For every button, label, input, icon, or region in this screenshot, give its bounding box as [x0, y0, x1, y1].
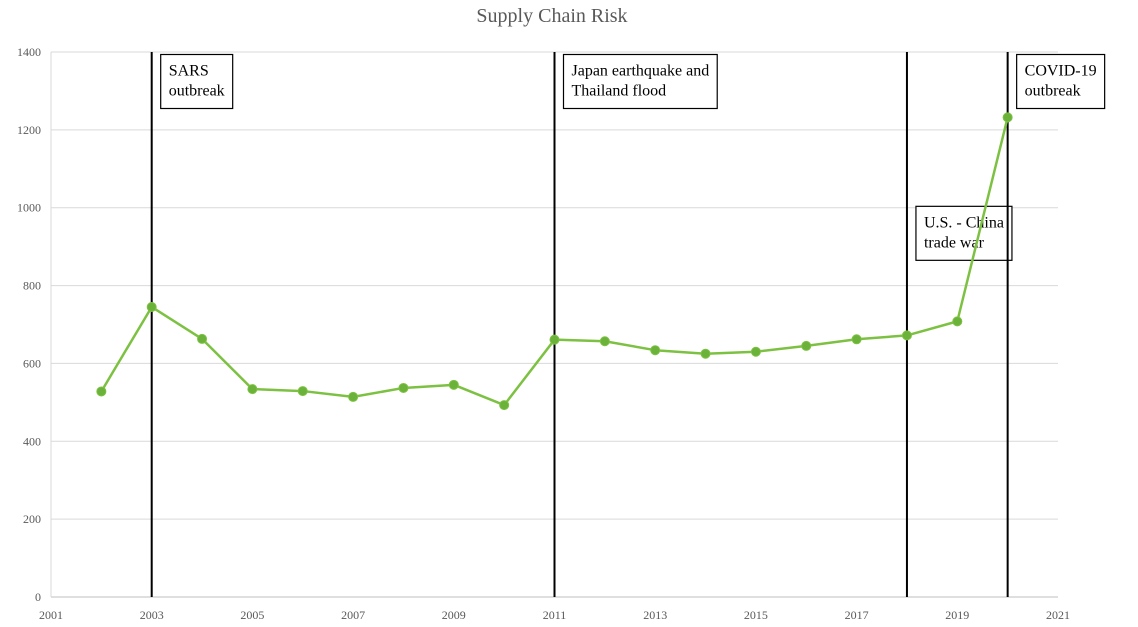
data-point	[348, 391, 359, 402]
data-point	[801, 340, 812, 351]
x-tick-label: 2013	[643, 608, 667, 622]
data-point	[247, 384, 258, 395]
y-tick-label: 400	[23, 434, 41, 448]
x-tick-label: 2001	[39, 608, 63, 622]
x-axis-ticks: 2001 2003 2005 2007 2009 2011 2013 2015 2017 2019…	[39, 608, 1070, 622]
y-tick-label: 1200	[17, 123, 41, 137]
data-point	[750, 346, 761, 357]
event-label-frame	[1016, 53, 1106, 110]
data-point	[146, 301, 157, 312]
event-label-text: COVID-19	[1025, 63, 1097, 80]
event-label-box: COVID-19 outbreak	[1016, 53, 1106, 110]
y-axis-ticks: 0 200 400 600 800 1000 1200 1400	[17, 45, 41, 604]
y-tick-label: 1400	[17, 45, 41, 59]
data-point	[851, 334, 862, 345]
event-label-text: Japan earthquake and	[572, 63, 710, 80]
y-tick-label: 200	[23, 512, 41, 526]
y-tick-label: 600	[23, 356, 41, 370]
data-point	[700, 348, 711, 359]
event-label-text: outbreak	[169, 83, 225, 100]
x-tick-label: 2019	[945, 608, 969, 622]
x-tick-label: 2005	[240, 608, 264, 622]
event-label-text: trade war	[924, 234, 985, 251]
event-label-frame	[915, 205, 1013, 261]
data-point	[398, 382, 409, 393]
data-point	[448, 379, 459, 390]
event-label-text: outbreak	[1025, 83, 1081, 100]
data-point	[1002, 112, 1013, 123]
data-point	[952, 316, 963, 327]
x-tick-label: 2015	[744, 608, 768, 622]
chart-title: Supply Chain Risk	[476, 5, 627, 27]
x-tick-label: 2017	[845, 608, 869, 622]
event-label-box: U.S. - China trade war	[915, 205, 1013, 261]
x-tick-label: 2021	[1046, 608, 1070, 622]
event-label-frame	[562, 53, 718, 110]
event-label-box: Japan earthquake and Thailand flood	[562, 53, 718, 110]
event-label-text: SARS	[169, 63, 209, 80]
data-point	[499, 400, 510, 411]
event-annotations: SARS outbreak Japan earthquake and Thailand…	[150, 52, 1106, 597]
data-point	[901, 330, 912, 341]
event-label-text: Thailand flood	[572, 83, 667, 100]
data-point	[650, 345, 661, 356]
event-label-frame	[160, 53, 234, 110]
y-tick-label: 0	[35, 590, 41, 604]
y-tick-label: 800	[23, 279, 41, 293]
data-point	[549, 334, 560, 345]
x-tick-label: 2007	[341, 608, 365, 622]
data-point	[297, 386, 308, 397]
event-label-text: U.S. - China	[924, 214, 1004, 231]
data-point	[197, 333, 208, 344]
data-series	[96, 112, 1013, 411]
x-tick-label: 2011	[543, 608, 567, 622]
y-tick-label: 1000	[17, 201, 41, 215]
data-point	[599, 336, 610, 347]
data-point	[96, 386, 107, 397]
x-tick-label: 2003	[140, 608, 164, 622]
event-label-box: SARS outbreak	[160, 53, 234, 110]
x-tick-label: 2009	[442, 608, 466, 622]
